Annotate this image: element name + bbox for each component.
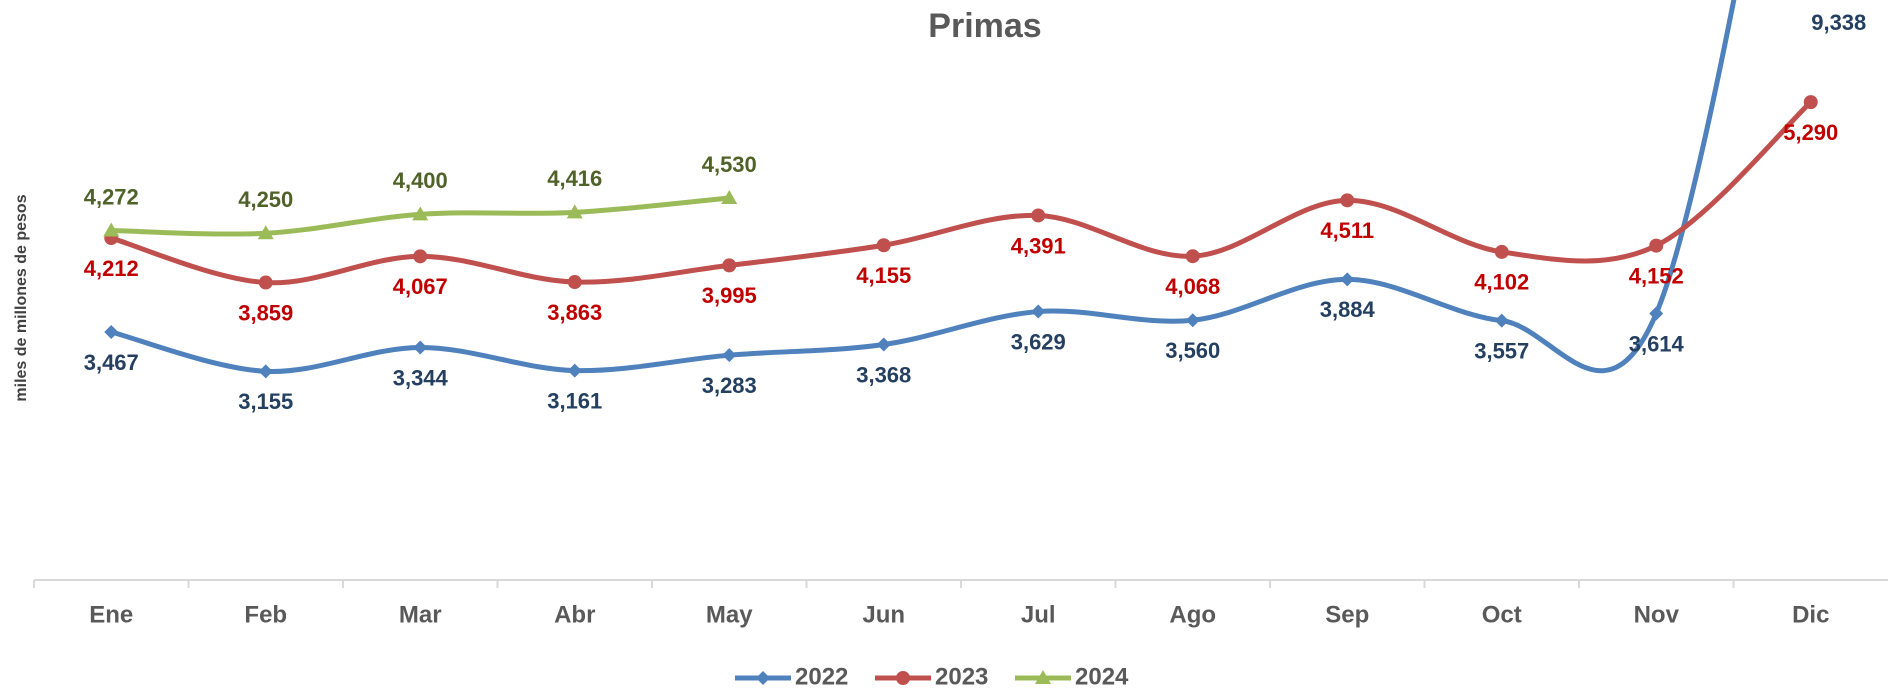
data-label: 4,416 — [547, 166, 602, 191]
marker — [1031, 304, 1046, 319]
data-label: 4,067 — [393, 274, 448, 299]
y-axis-label: miles de millones de pesos — [13, 194, 30, 401]
marker — [567, 275, 582, 290]
data-label: 4,511 — [1320, 218, 1374, 243]
legend-marker — [896, 671, 910, 685]
data-label: 4,250 — [238, 187, 293, 212]
marker — [258, 275, 273, 290]
x-tick-label: Abr — [554, 601, 595, 628]
data-label: 3,629 — [1011, 329, 1066, 354]
data-label: 3,557 — [1474, 338, 1529, 363]
data-label: 3,560 — [1165, 338, 1220, 363]
legend-label: 2022 — [795, 663, 848, 690]
x-tick-label: Nov — [1634, 601, 1680, 628]
marker — [566, 204, 583, 219]
legend-label: 2024 — [1075, 663, 1129, 690]
data-label: 3,344 — [393, 365, 449, 390]
data-label: 5,290 — [1783, 120, 1838, 145]
marker — [1494, 244, 1509, 259]
marker — [1649, 238, 1664, 253]
marker — [1185, 313, 1200, 328]
data-label: 3,995 — [702, 283, 757, 308]
marker — [413, 340, 428, 355]
x-tick-label: Mar — [399, 601, 442, 628]
chart-title: Primas — [928, 7, 1041, 45]
x-tick-label: Ene — [89, 601, 133, 628]
x-tick-label: Dic — [1792, 601, 1829, 628]
data-label: 3,283 — [702, 373, 757, 398]
marker — [1803, 95, 1818, 110]
marker — [1340, 272, 1355, 287]
data-label: 4,068 — [1165, 274, 1220, 299]
data-label: 3,884 — [1320, 297, 1376, 322]
marker — [722, 348, 737, 363]
marker — [1494, 313, 1509, 328]
legend-label: 2023 — [935, 663, 988, 690]
data-label: 9,338 — [1811, 10, 1866, 35]
line — [110, 0, 1737, 374]
marker — [876, 337, 891, 352]
marker — [1185, 249, 1200, 264]
marker — [257, 225, 274, 240]
x-tick-label: May — [706, 601, 753, 628]
marker — [721, 189, 738, 204]
marker — [258, 364, 273, 379]
data-label: 4,102 — [1474, 270, 1529, 295]
marker — [722, 258, 737, 273]
line — [110, 100, 1813, 286]
x-tick-label: Ago — [1169, 601, 1216, 628]
marker — [1031, 208, 1046, 223]
data-label: 4,272 — [84, 184, 139, 209]
marker — [876, 238, 891, 253]
marker — [1340, 193, 1355, 208]
data-label: 4,400 — [393, 168, 448, 193]
legend-marker — [756, 671, 770, 685]
data-label: 3,863 — [547, 300, 602, 325]
data-label: 3,368 — [856, 362, 911, 387]
legend-marker — [1035, 670, 1051, 684]
data-label: 4,530 — [702, 152, 757, 177]
data-label: 4,212 — [84, 256, 139, 281]
marker — [1649, 306, 1664, 321]
plot-area — [103, 0, 1818, 379]
marker — [567, 363, 582, 378]
x-tick-label: Oct — [1482, 601, 1522, 628]
marker — [413, 249, 428, 264]
x-tick-label: Feb — [244, 601, 287, 628]
x-tick-label: Sep — [1325, 601, 1369, 628]
marker — [412, 206, 429, 221]
data-label: 3,859 — [238, 300, 293, 325]
marker — [104, 324, 119, 339]
data-label: 3,467 — [84, 350, 139, 375]
x-tick-label: Jun — [862, 601, 905, 628]
data-label: 3,614 — [1629, 331, 1685, 356]
data-label: 3,155 — [238, 389, 293, 414]
data-label: 4,155 — [856, 263, 911, 288]
data-label: 4,391 — [1011, 233, 1066, 258]
data-label: 4,152 — [1629, 263, 1684, 288]
marker — [103, 222, 120, 237]
data-label: 3,161 — [547, 388, 602, 413]
x-tick-label: Jul — [1021, 601, 1056, 628]
